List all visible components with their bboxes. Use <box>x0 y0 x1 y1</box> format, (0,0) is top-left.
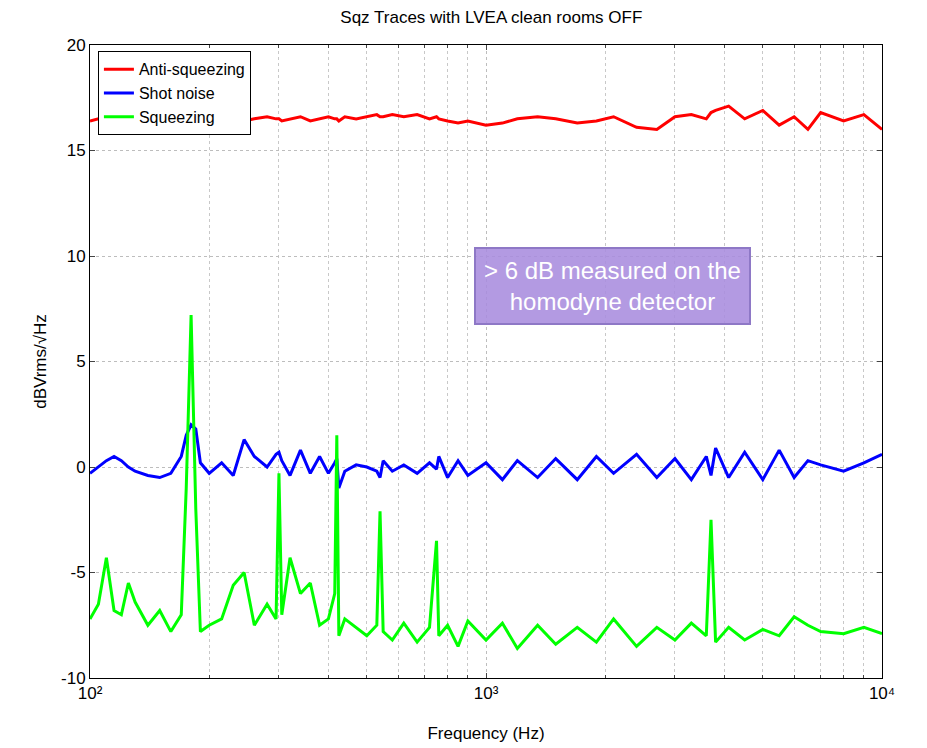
svg-text:0: 0 <box>76 458 85 477</box>
svg-text:15: 15 <box>67 141 86 160</box>
svg-text:Anti-squeezing: Anti-squeezing <box>139 61 245 78</box>
svg-text:dBVrms/√Hz: dBVrms/√Hz <box>31 314 50 409</box>
svg-text:Shot noise: Shot noise <box>139 85 215 102</box>
svg-text:-10: -10 <box>61 669 86 688</box>
svg-text:10⁴: 10⁴ <box>869 684 895 703</box>
svg-text:10²: 10² <box>78 684 103 703</box>
svg-text:10: 10 <box>67 247 86 266</box>
svg-text:> 6 dB measured on thehomodyne: > 6 dB measured on thehomodyne detector <box>484 257 741 315</box>
svg-text:Squeezing: Squeezing <box>139 109 215 126</box>
svg-text:5: 5 <box>76 352 85 371</box>
svg-text:20: 20 <box>67 36 86 55</box>
svg-text:Sqz Traces with LVEA clean roo: Sqz Traces with LVEA clean rooms OFF <box>340 8 642 27</box>
svg-text:Frequency (Hz): Frequency (Hz) <box>427 724 544 743</box>
svg-text:10³: 10³ <box>474 684 499 703</box>
svg-text:-5: -5 <box>70 563 85 582</box>
